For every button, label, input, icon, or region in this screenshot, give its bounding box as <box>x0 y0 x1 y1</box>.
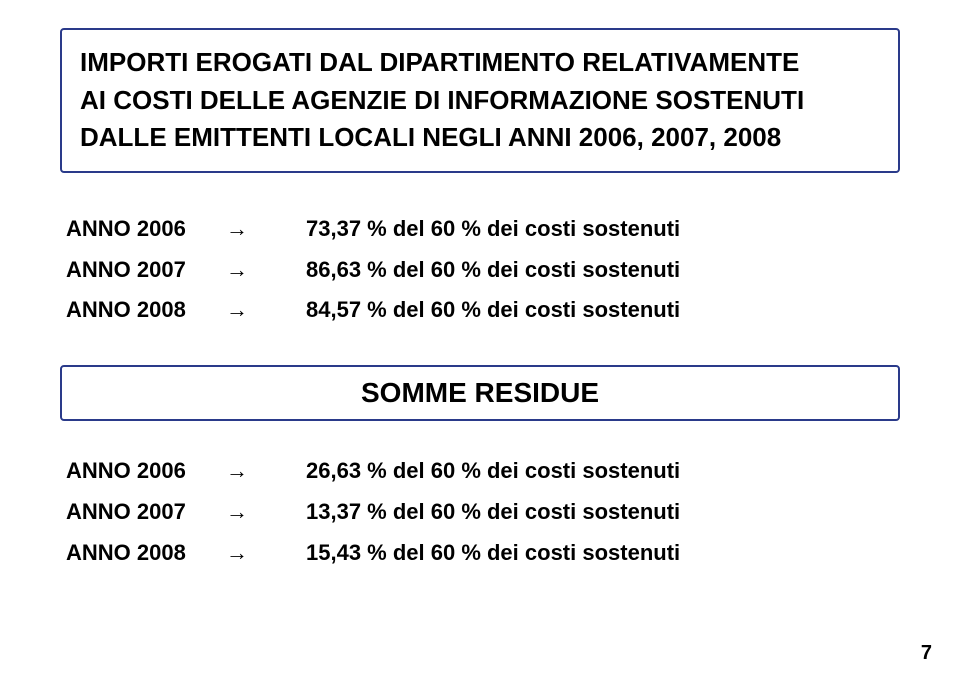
slide: IMPORTI EROGATI DAL DIPARTIMENTO RELATIV… <box>0 0 960 681</box>
year-label: ANNO 2006 <box>66 209 226 250</box>
value-label: 13,37 % del 60 % dei costi sostenuti <box>306 492 900 533</box>
table-row: ANNO 2007 → 86,63 % del 60 % dei costi s… <box>66 250 900 291</box>
arrow-icon: → <box>226 451 306 492</box>
erogati-block: ANNO 2006 → 73,37 % del 60 % dei costi s… <box>66 209 900 331</box>
arrow-icon: → <box>226 492 306 533</box>
value-label: 15,43 % del 60 % dei costi sostenuti <box>306 533 900 574</box>
residue-box: SOMME RESIDUE <box>60 365 900 421</box>
value-label: 26,63 % del 60 % dei costi sostenuti <box>306 451 900 492</box>
table-row: ANNO 2007 → 13,37 % del 60 % dei costi s… <box>66 492 900 533</box>
year-label: ANNO 2007 <box>66 250 226 291</box>
arrow-icon: → <box>226 209 306 250</box>
title-line-2: AI COSTI DELLE AGENZIE DI INFORMAZIONE S… <box>80 82 880 120</box>
table-row: ANNO 2006 → 26,63 % del 60 % dei costi s… <box>66 451 900 492</box>
year-label: ANNO 2008 <box>66 290 226 331</box>
table-row: ANNO 2008 → 84,57 % del 60 % dei costi s… <box>66 290 900 331</box>
year-label: ANNO 2008 <box>66 533 226 574</box>
residue-block: ANNO 2006 → 26,63 % del 60 % dei costi s… <box>66 451 900 573</box>
value-label: 86,63 % del 60 % dei costi sostenuti <box>306 250 900 291</box>
value-label: 73,37 % del 60 % dei costi sostenuti <box>306 209 900 250</box>
year-label: ANNO 2006 <box>66 451 226 492</box>
year-label: ANNO 2007 <box>66 492 226 533</box>
residue-heading: SOMME RESIDUE <box>361 377 599 408</box>
table-row: ANNO 2008 → 15,43 % del 60 % dei costi s… <box>66 533 900 574</box>
arrow-icon: → <box>226 250 306 291</box>
title-line-3: DALLE EMITTENTI LOCALI NEGLI ANNI 2006, … <box>80 119 880 157</box>
arrow-icon: → <box>226 533 306 574</box>
table-row: ANNO 2006 → 73,37 % del 60 % dei costi s… <box>66 209 900 250</box>
page-number: 7 <box>921 642 932 665</box>
title-box: IMPORTI EROGATI DAL DIPARTIMENTO RELATIV… <box>60 28 900 173</box>
title-line-1: IMPORTI EROGATI DAL DIPARTIMENTO RELATIV… <box>80 44 880 82</box>
value-label: 84,57 % del 60 % dei costi sostenuti <box>306 290 900 331</box>
arrow-icon: → <box>226 290 306 331</box>
